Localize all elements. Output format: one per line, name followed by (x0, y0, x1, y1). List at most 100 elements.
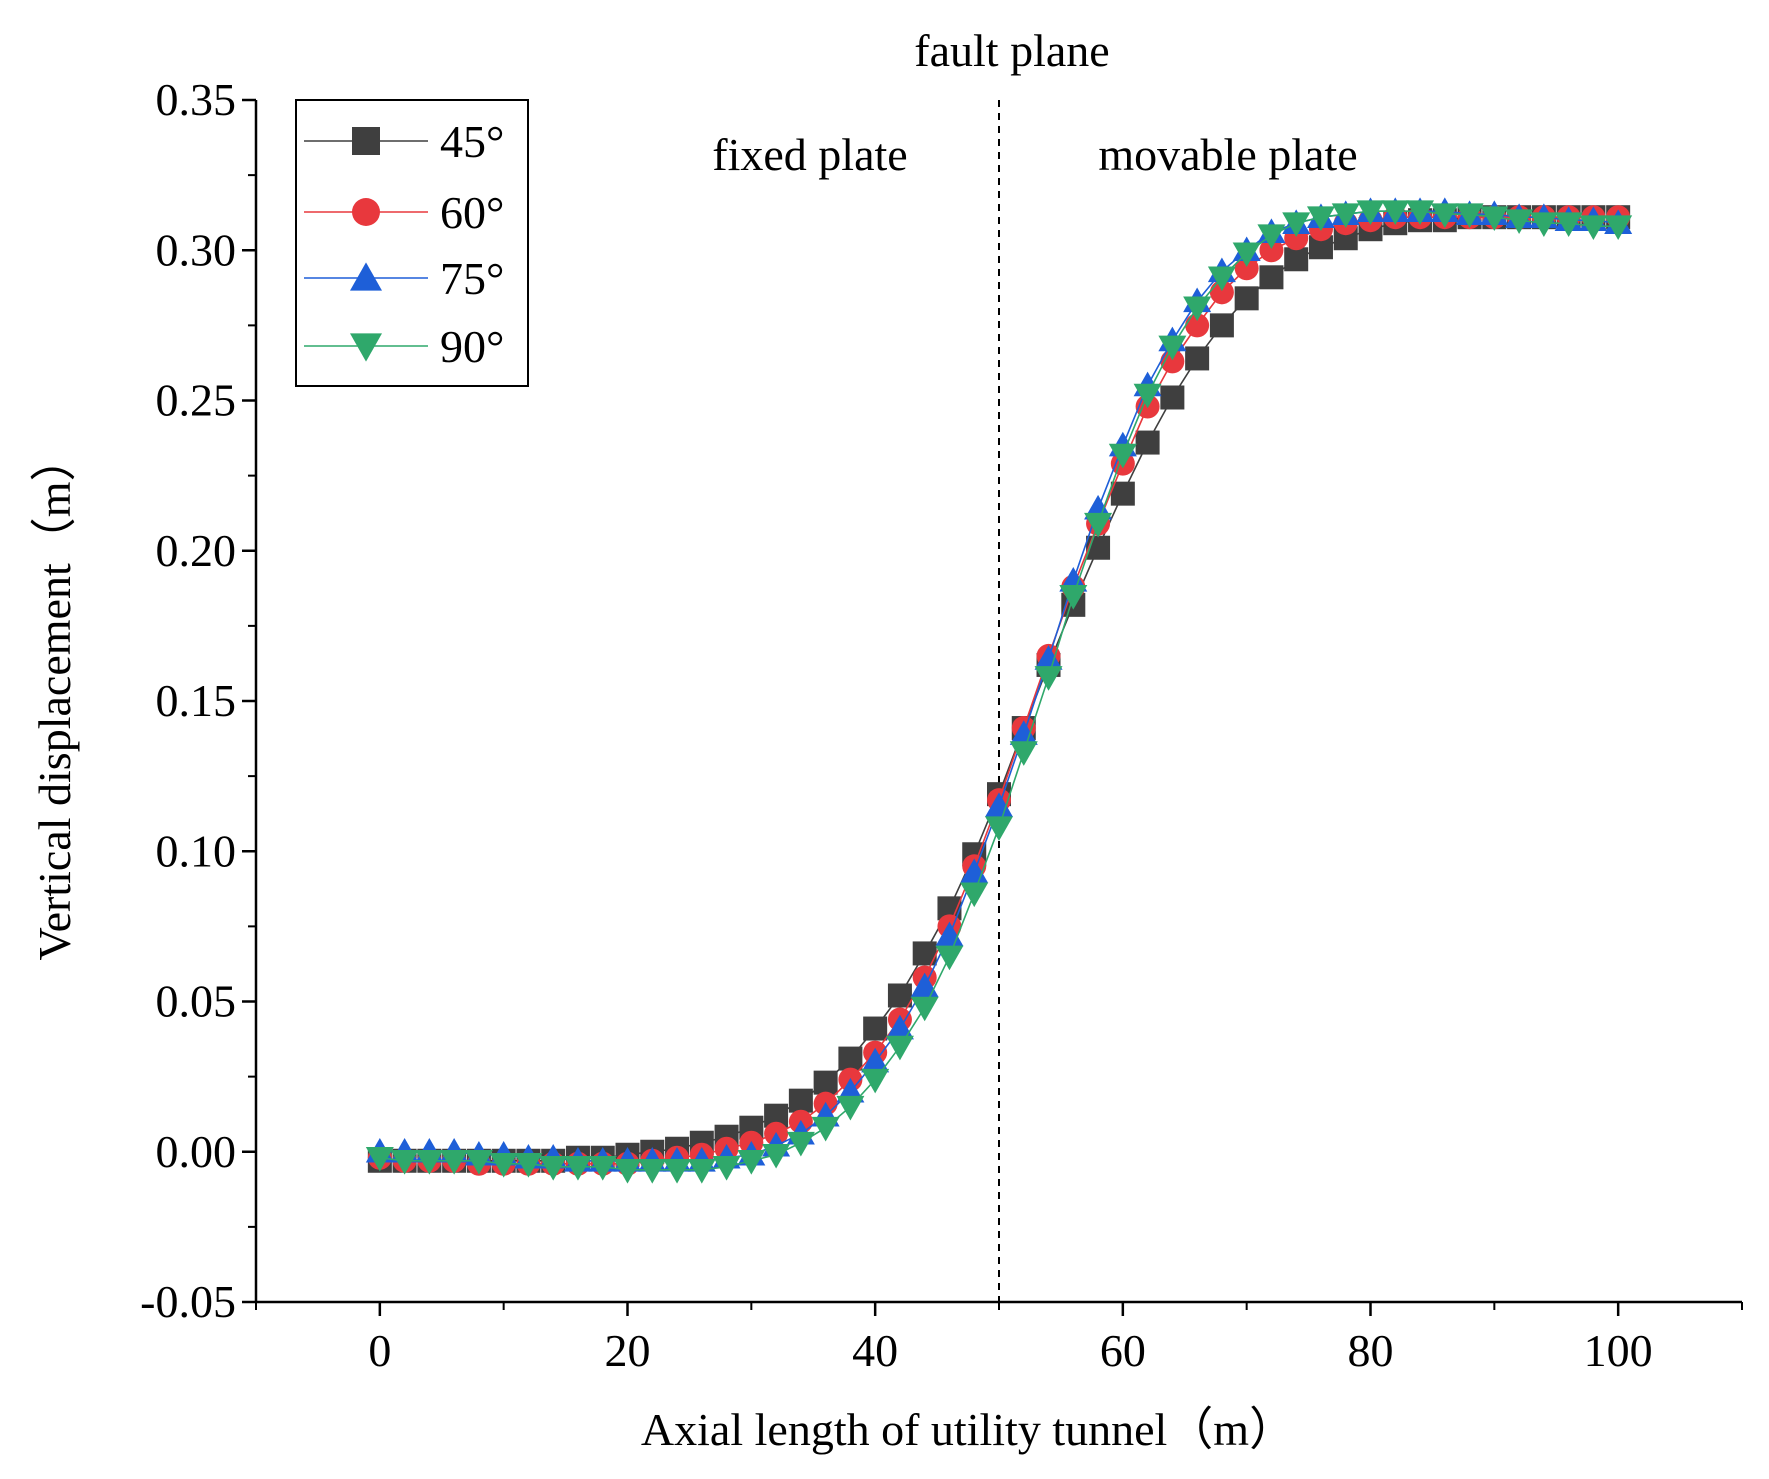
data-point (811, 1116, 840, 1142)
data-point (1185, 313, 1210, 338)
legend-marker (352, 127, 380, 155)
data-point (1059, 585, 1088, 610)
legend-label: 75° (440, 253, 504, 304)
data-point (1331, 203, 1360, 228)
x-tick-label: 20 (605, 1325, 651, 1376)
y-tick-label: 0.35 (156, 74, 237, 125)
y-tick-label: 0.20 (156, 525, 237, 576)
ticks-group: -0.05 0.00 0.05 0.10 0.15 0.20 0.25 0.30 0.35 0 20… (140, 74, 1743, 1376)
data-point (861, 1047, 890, 1073)
data-point (788, 1088, 813, 1113)
legend-frame (295, 99, 529, 387)
data-point (464, 1149, 493, 1175)
data-point (960, 882, 989, 908)
data-point (813, 1070, 838, 1095)
y-tick-label: 0.30 (156, 224, 237, 275)
data-point (390, 1149, 419, 1175)
x-tick-label: 80 (1348, 1325, 1394, 1376)
y-tick-label: 0.00 (156, 1126, 237, 1177)
data-point (365, 1146, 394, 1172)
data-point (1505, 209, 1534, 234)
legend-item: 45° (304, 116, 504, 167)
y-tick-label: 0.25 (156, 375, 237, 426)
y-tick-label: 0.15 (156, 675, 237, 726)
series-group (365, 197, 1633, 1184)
data-point (1480, 206, 1509, 231)
data-point (863, 1016, 888, 1041)
data-point (887, 983, 912, 1008)
data-point (539, 1155, 568, 1181)
legend-item: 75° (304, 253, 504, 304)
data-point (1455, 203, 1484, 228)
data-point (1579, 215, 1608, 241)
data-point (861, 1068, 890, 1094)
annotation-fixed-plate: fixed plate (712, 129, 907, 180)
data-point (1209, 280, 1234, 305)
legend-label: 60° (440, 187, 504, 238)
data-point (1257, 224, 1286, 250)
data-point (786, 1131, 815, 1157)
data-point (1604, 215, 1633, 241)
data-point (1207, 266, 1236, 292)
legend-item: 60° (304, 187, 504, 238)
data-point (1009, 741, 1038, 766)
x-tick-label: 40 (852, 1325, 898, 1376)
data-point (440, 1149, 469, 1175)
data-point (1160, 349, 1185, 374)
y-tick-label: -0.05 (140, 1276, 236, 1327)
annotation-movable-plate: movable plate (1098, 129, 1357, 180)
data-point (1259, 238, 1284, 263)
x-tick-label: 0 (368, 1325, 391, 1376)
data-point (1135, 430, 1160, 455)
y-axis-title: Vertical displacement（m） (29, 435, 80, 960)
data-point (1356, 200, 1385, 225)
data-point (1034, 666, 1063, 691)
x-tick-label: 60 (1100, 1325, 1146, 1376)
data-point (1282, 212, 1311, 238)
data-point (910, 996, 939, 1022)
data-point (1554, 212, 1583, 238)
data-point (910, 972, 939, 998)
legend-items: 45° 60° 75° 90° (304, 116, 504, 372)
data-point (836, 1095, 865, 1121)
data-point (638, 1158, 667, 1184)
legend-item: 90° (304, 321, 504, 372)
data-point (1133, 383, 1162, 409)
data-point (712, 1155, 741, 1181)
data-point (737, 1149, 766, 1175)
data-point (1381, 200, 1410, 225)
data-point (1209, 313, 1234, 338)
data-point (1183, 296, 1212, 322)
data-point (1110, 481, 1135, 506)
data-point (663, 1158, 692, 1184)
y-tick-label: 0.10 (156, 825, 237, 876)
legend-marker (352, 198, 380, 226)
data-point (1160, 385, 1185, 410)
data-point (762, 1143, 791, 1169)
data-point (1084, 512, 1113, 538)
y-tick-label: 0.05 (156, 976, 237, 1027)
data-point (838, 1046, 863, 1071)
data-point (1259, 265, 1284, 290)
data-point (960, 858, 989, 884)
data-point (1232, 242, 1261, 268)
data-point (1406, 200, 1435, 225)
data-point (885, 1014, 914, 1040)
data-point (985, 816, 1013, 842)
data-point (514, 1152, 543, 1178)
data-point (1284, 247, 1309, 272)
data-point (885, 1035, 914, 1061)
data-point (588, 1155, 617, 1181)
legend-label: 45° (440, 116, 504, 167)
data-point (1306, 206, 1335, 231)
data-point (1108, 443, 1137, 469)
data-point (1529, 212, 1558, 238)
x-tick-label: 100 (1584, 1325, 1653, 1376)
legend-marker (350, 333, 382, 362)
data-point (489, 1152, 518, 1178)
data-point (1234, 256, 1259, 281)
data-point (1430, 203, 1459, 228)
legend-marker (350, 262, 382, 291)
